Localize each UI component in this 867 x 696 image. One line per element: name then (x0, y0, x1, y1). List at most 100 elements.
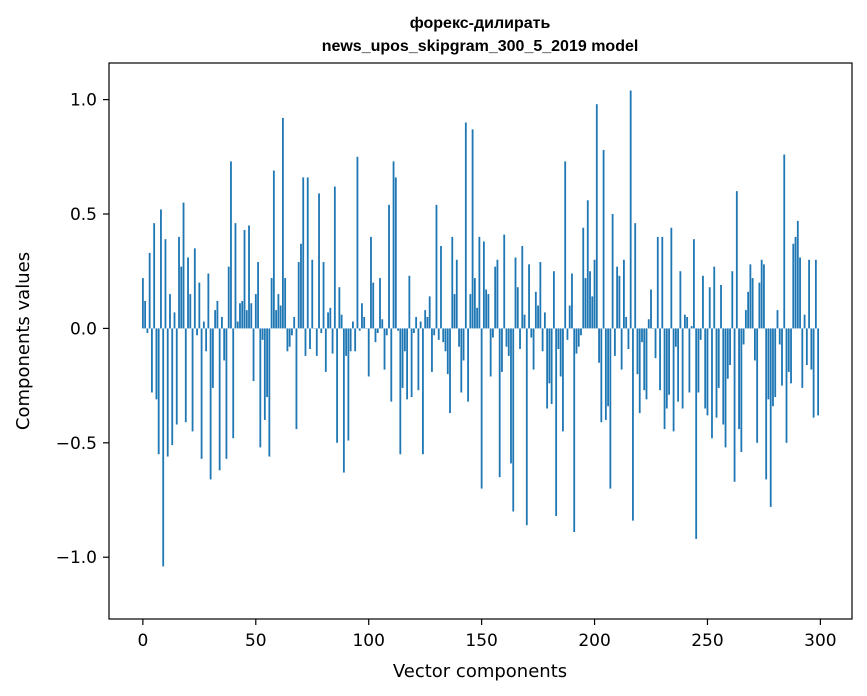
bar (196, 328, 198, 336)
bar (162, 328, 165, 567)
bar (814, 259, 817, 329)
bar (661, 236, 664, 329)
bar (528, 264, 530, 329)
bar (363, 316, 366, 329)
bar (148, 252, 151, 329)
bar (645, 328, 648, 400)
bar (792, 243, 795, 329)
bar (329, 307, 332, 329)
bar (695, 328, 698, 539)
bar (591, 296, 594, 329)
bar (403, 328, 406, 352)
bar (510, 328, 512, 464)
bar (173, 312, 176, 329)
bar (575, 328, 578, 354)
bar (157, 328, 160, 455)
bar (790, 328, 792, 384)
bar (372, 282, 375, 329)
bar (284, 278, 287, 329)
bar (717, 328, 720, 388)
bar (634, 223, 637, 329)
bar (248, 225, 250, 329)
bar (650, 289, 652, 329)
bar (616, 266, 619, 329)
bar (449, 328, 451, 414)
x-tick-label: 100 (352, 631, 384, 651)
bar (763, 264, 765, 329)
bar (810, 328, 813, 370)
bar (539, 262, 542, 329)
bar (629, 90, 632, 329)
bar (677, 328, 680, 402)
bar (435, 204, 438, 329)
bar (688, 328, 691, 393)
bar (582, 227, 585, 329)
bar (577, 328, 580, 347)
bar (690, 326, 693, 329)
x-tick-label: 300 (804, 631, 836, 651)
bar (257, 262, 259, 329)
bar (487, 294, 490, 329)
bar (146, 328, 149, 333)
bar (580, 328, 582, 336)
bar (370, 236, 372, 329)
bar (419, 321, 422, 329)
bar (512, 328, 515, 512)
bar (516, 287, 519, 329)
bar (760, 259, 763, 329)
bar (361, 303, 363, 329)
bar (356, 156, 359, 329)
bar (749, 264, 752, 329)
bar (327, 312, 329, 329)
bar (744, 310, 747, 329)
y-tick-label: 0.0 (70, 319, 97, 339)
bar (783, 154, 786, 329)
bar (394, 177, 397, 329)
bar (772, 328, 774, 407)
bar (693, 239, 695, 329)
bar (180, 266, 183, 329)
bar (458, 328, 460, 347)
bar (568, 305, 571, 329)
bar (473, 278, 476, 329)
x-axis-label: Vector components (393, 661, 567, 682)
bar (668, 328, 670, 395)
bar (724, 328, 727, 448)
bar (722, 328, 725, 425)
bar (250, 303, 253, 329)
bar (286, 328, 289, 352)
bar (530, 328, 533, 338)
bar (381, 319, 384, 329)
bar (704, 328, 707, 409)
bar (735, 191, 738, 329)
bar (141, 278, 144, 329)
bar (160, 209, 162, 329)
bar (408, 275, 411, 329)
bar (169, 294, 171, 329)
bar (485, 289, 488, 329)
bar-series (141, 90, 820, 567)
bar (376, 328, 379, 333)
bar (571, 273, 573, 329)
bar (189, 294, 192, 329)
bar (543, 312, 546, 329)
bar (627, 328, 630, 350)
bar (781, 328, 783, 386)
y-tick-label: 1.0 (70, 91, 97, 111)
bar (794, 236, 797, 329)
bar (480, 328, 483, 489)
bar (245, 310, 248, 329)
bar (390, 328, 393, 402)
bar (738, 328, 740, 430)
bar (259, 328, 262, 448)
bar (494, 266, 497, 329)
bar (476, 307, 479, 329)
bar (236, 321, 239, 329)
bar (498, 328, 501, 478)
bar (609, 328, 612, 489)
bar (785, 328, 788, 443)
bar (164, 239, 167, 329)
bar (239, 303, 241, 329)
bar (315, 328, 318, 356)
bar (266, 328, 268, 398)
